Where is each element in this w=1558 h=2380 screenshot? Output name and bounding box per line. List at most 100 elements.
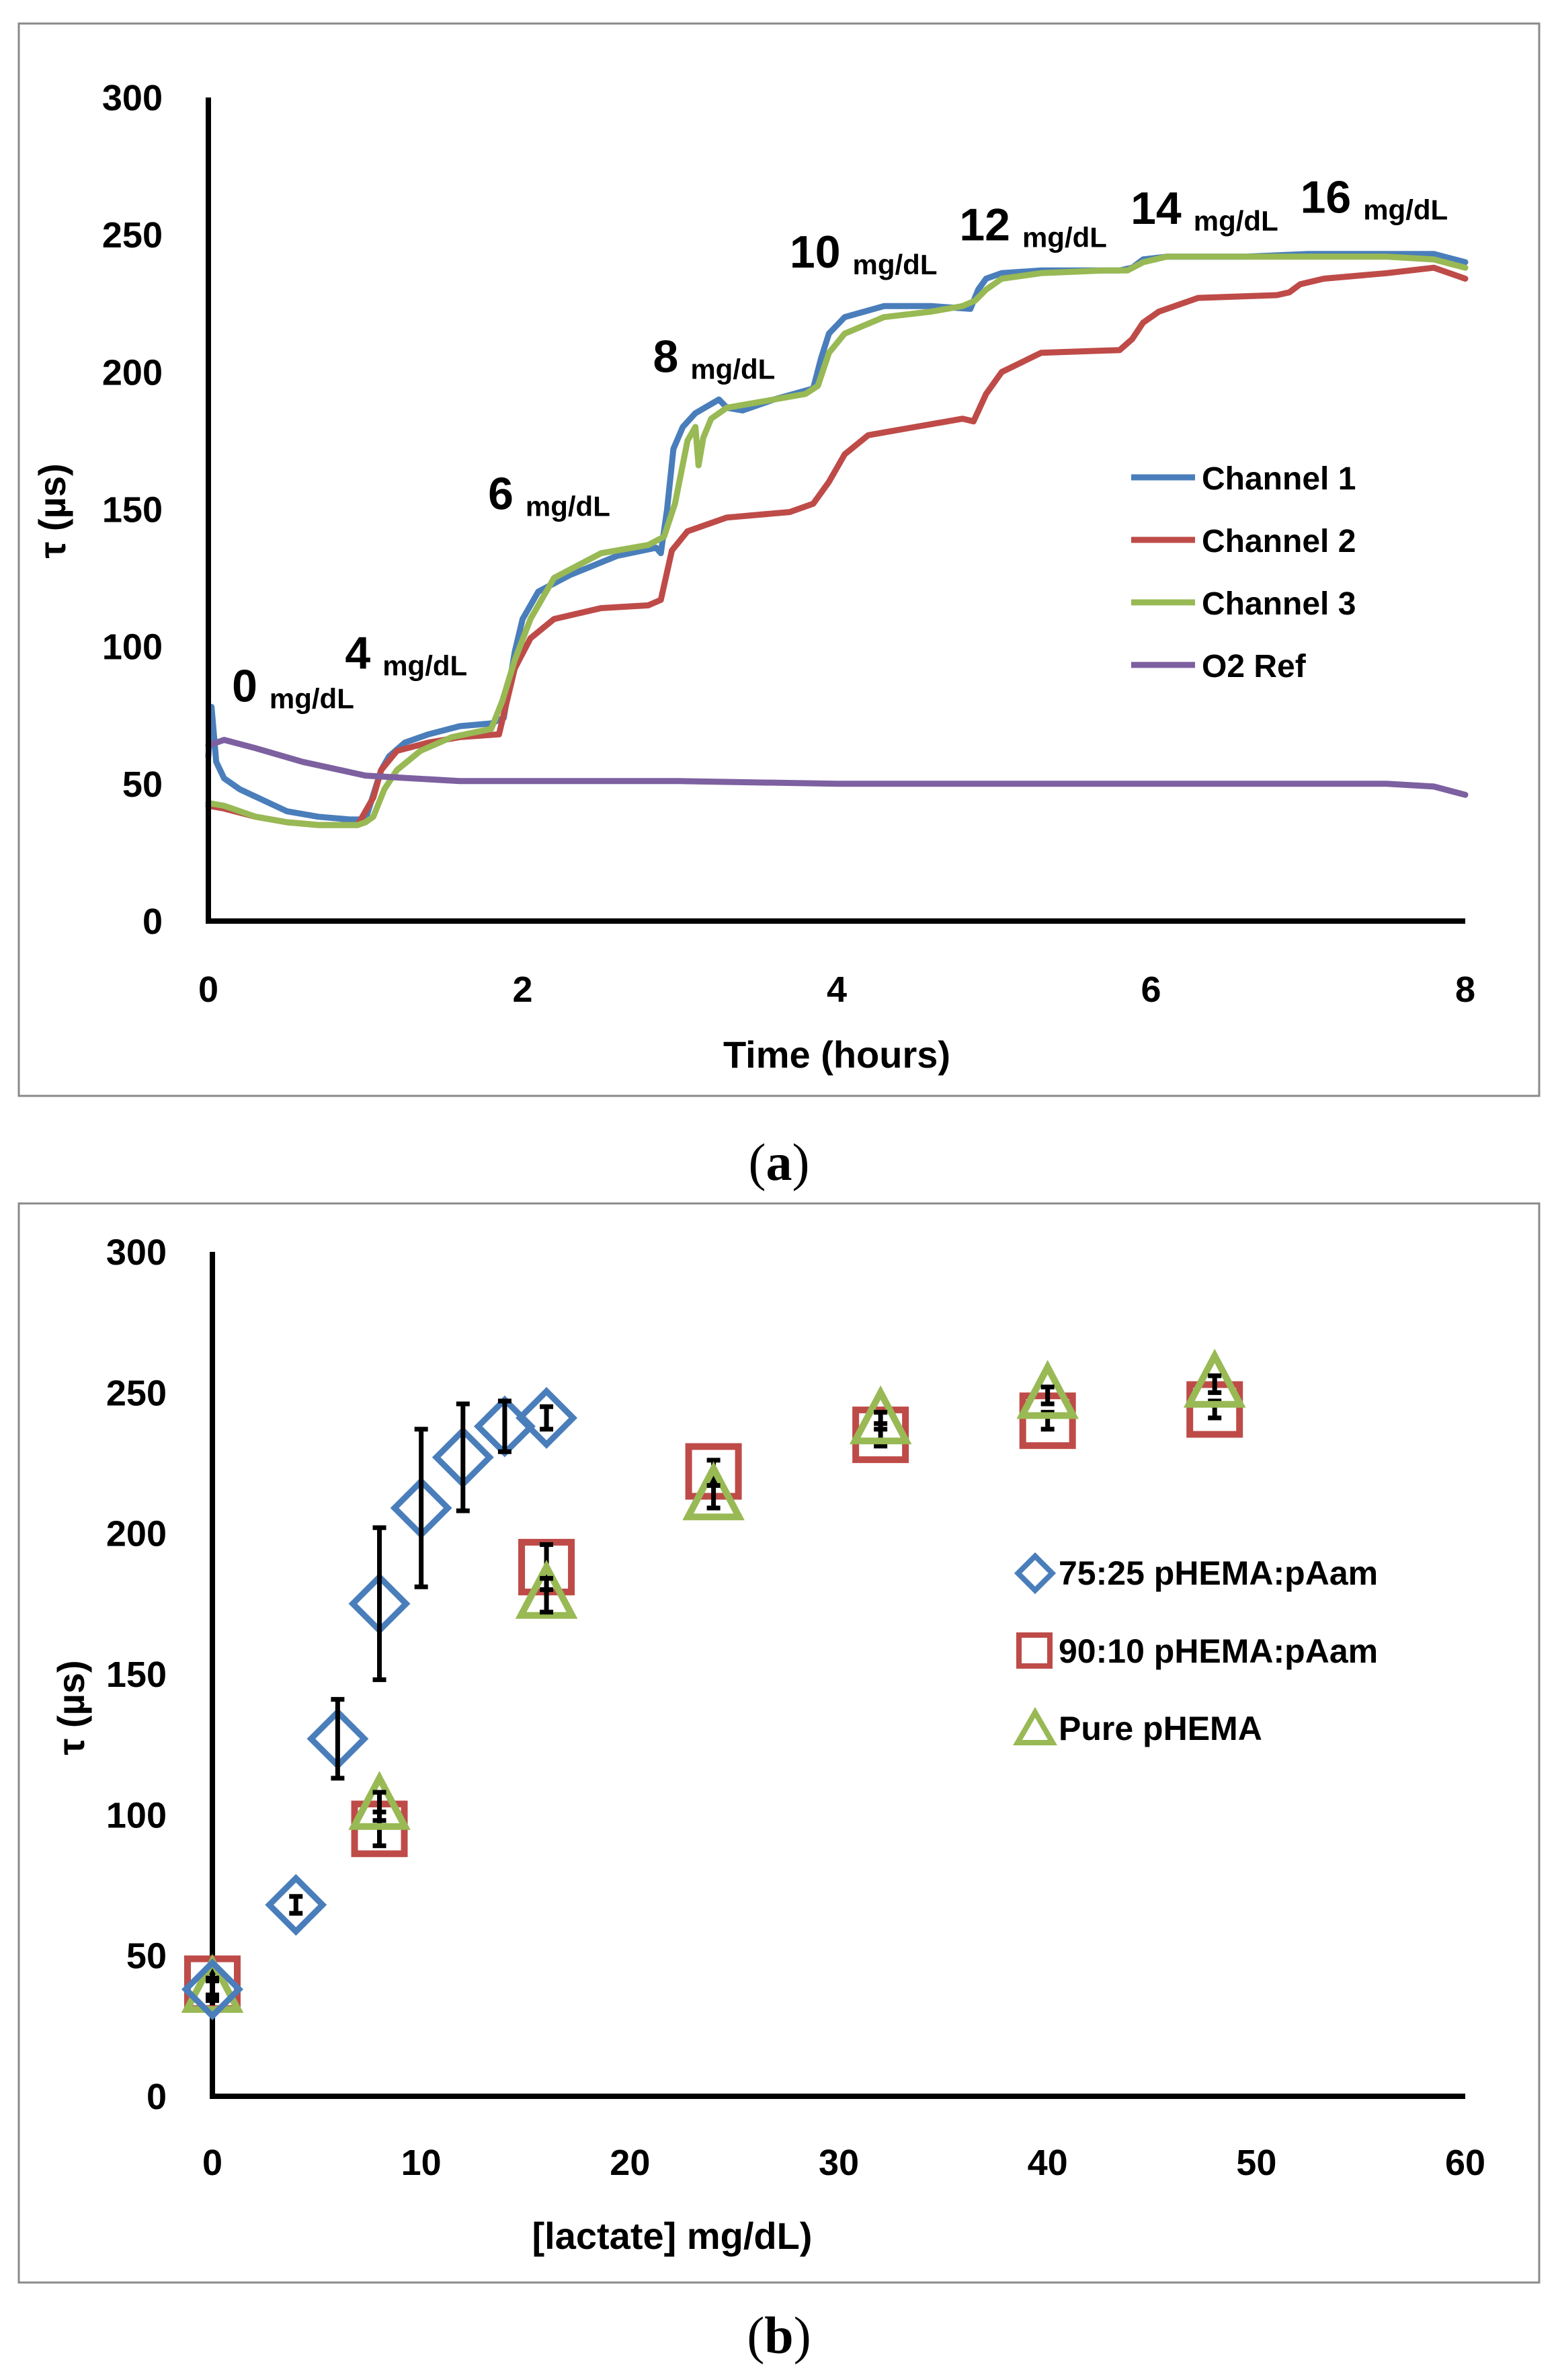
concentration-annotation: 12 mg/dL [959,199,1107,253]
panel-a-legend: Channel 1 Channel 2 Channel 3 O2 Ref [1131,461,1356,684]
y-tick-label: 250 [102,215,163,255]
marker-triangle [1183,1349,1246,1408]
marker-triangle [348,1771,411,1830]
marker-diamond [516,1387,578,1449]
legend-marker-90-10 [1016,1632,1053,1669]
y-tick-label: 150 [102,490,163,530]
panel-a-ticks: 0 50 100 150 200 250 300 0 2 4 6 8 [102,78,1475,1010]
marker-triangle [1016,1359,1079,1419]
data-point-pure-phema [682,1461,745,1521]
legend-marker-75-25 [1014,1552,1057,1595]
data-point-75-25-phema-paam [181,1958,243,2020]
y-tick-label: 200 [102,352,163,393]
panel-a-caption: (a) [749,1133,810,1191]
panel-b: 0 50 100 150 200 250 300 0 10 20 30 40 50 60 [lactate… [17,1202,1541,2284]
error-bar [1040,1384,1055,1406]
data-point-pure-phema [1016,1359,1079,1419]
x-tick-label: 8 [1455,969,1475,1010]
data-point-75-25-phema-paam [432,1401,494,1513]
legend-marker-pure-phema [1013,1707,1057,1745]
y-tick-label: 100 [102,627,163,668]
error-bar [206,1975,219,2004]
x-tick-label: 10 [401,2143,442,2183]
concentration-annotation: 14 mg/dL [1131,183,1278,237]
data-point-75-25-phema-paam [516,1387,578,1449]
panel-b-x-axis-title: [lactate] mg/dL) [532,2215,813,2257]
x-tick-label: 20 [610,2143,650,2183]
panel-a-y-axis-title: τ (µs) [31,463,73,558]
error-bar [372,1525,386,1682]
y-tick-label: 50 [126,1936,167,1977]
panel-b-legend: 75:25 pHEMA:pAam 90:10 pHEMA:pAam Pure p… [1013,1552,1378,1747]
marker-diamond [181,1958,243,2020]
panel-b-y-axis-title: τ (µs) [50,1660,92,1755]
marker-diamond [473,1395,536,1458]
data-point-75-25-phema-paam [390,1427,452,1589]
legend-label-channel-2: Channel 2 [1202,524,1356,559]
data-point-pure-phema [348,1771,411,1830]
panel-a-x-axis-title: Time (hours) [723,1033,950,1076]
x-tick-label: 2 [512,969,532,1010]
x-tick-label: 50 [1236,2143,1276,2183]
legend-label-channel-1: Channel 1 [1202,461,1356,497]
series-line-channel-3 [205,253,1469,828]
legend-label-channel-3: Channel 3 [1202,586,1356,622]
concentration-annotation: 4 mg/dL [345,627,467,681]
y-tick-label: 300 [102,78,163,118]
error-bar [540,1404,554,1432]
panel-b-frame [17,1202,1541,2284]
concentration-annotation: 10 mg/dL [790,227,938,280]
legend-label-pure-phema: Pure pHEMA [1059,1710,1262,1747]
x-tick-label: 60 [1445,2143,1485,2183]
error-bar [414,1427,428,1589]
y-tick-label: 50 [122,764,163,805]
x-tick-label: 4 [827,969,847,1010]
y-tick-label: 150 [106,1655,167,1695]
panel-a-frame [17,22,1541,1097]
data-point-pure-phema [849,1385,912,1445]
error-bar [372,1790,386,1823]
marker-triangle [849,1385,912,1445]
panel-b-caption: (b) [747,2306,811,2365]
x-tick-label: 0 [198,969,218,1010]
error-bar [289,1894,303,1916]
y-tick-label: 0 [142,902,163,942]
data-point-75-25-phema-paam [473,1395,536,1458]
y-tick-label: 100 [106,1795,167,1835]
marker-triangle [682,1461,745,1521]
x-tick-label: 6 [1141,969,1161,1010]
marker-diamond [265,1874,327,1936]
concentration-annotation: 0 mg/dL [232,660,354,714]
y-tick-label: 300 [106,1232,167,1273]
marker-triangle [515,1560,578,1619]
data-point-75-25-phema-paam [348,1525,411,1682]
x-tick-label: 40 [1028,2143,1068,2183]
data-point-pure-phema [1183,1349,1246,1408]
marker-diamond [306,1708,369,1770]
data-point-pure-phema [515,1560,578,1619]
error-bar [706,1482,721,1511]
marker-diamond [390,1477,452,1539]
panel-b-series [181,1349,1246,2020]
panel-a: 0 50 100 150 200 250 300 0 2 4 6 8 0 mg/dL4 mg/dL 6 mg/… [17,22,1541,1097]
concentration-annotation: 8 mg/dL [653,331,776,385]
marker-diamond [348,1573,411,1635]
y-tick-label: 0 [147,2077,167,2117]
marker-triangle [181,1954,244,2013]
error-bar [497,1398,511,1454]
panel-b-ticks: 0 50 100 150 200 250 300 0 10 20 30 40 50 60 [106,1232,1485,2183]
legend-label-75-25: 75:25 pHEMA:pAam [1059,1554,1378,1592]
error-bar [1208,1373,1222,1395]
concentration-annotation: 6 mg/dL [488,469,610,522]
y-tick-label: 200 [106,1514,167,1554]
data-point-75-25-phema-paam [265,1874,327,1936]
panel-a-series [205,251,1469,828]
error-bar [331,1697,345,1781]
concentration-annotation: 16 mg/dL [1301,172,1448,226]
y-tick-label: 250 [106,1373,167,1413]
panel-a-annotations: 0 mg/dL4 mg/dL 6 mg/dL 8 mg/dL 10 mg/dL 12 mg/dL 14… [232,172,1448,715]
x-tick-label: 0 [202,2143,222,2183]
series-line-o2-ref [205,737,1469,798]
series-line-channel-2 [205,264,1469,828]
